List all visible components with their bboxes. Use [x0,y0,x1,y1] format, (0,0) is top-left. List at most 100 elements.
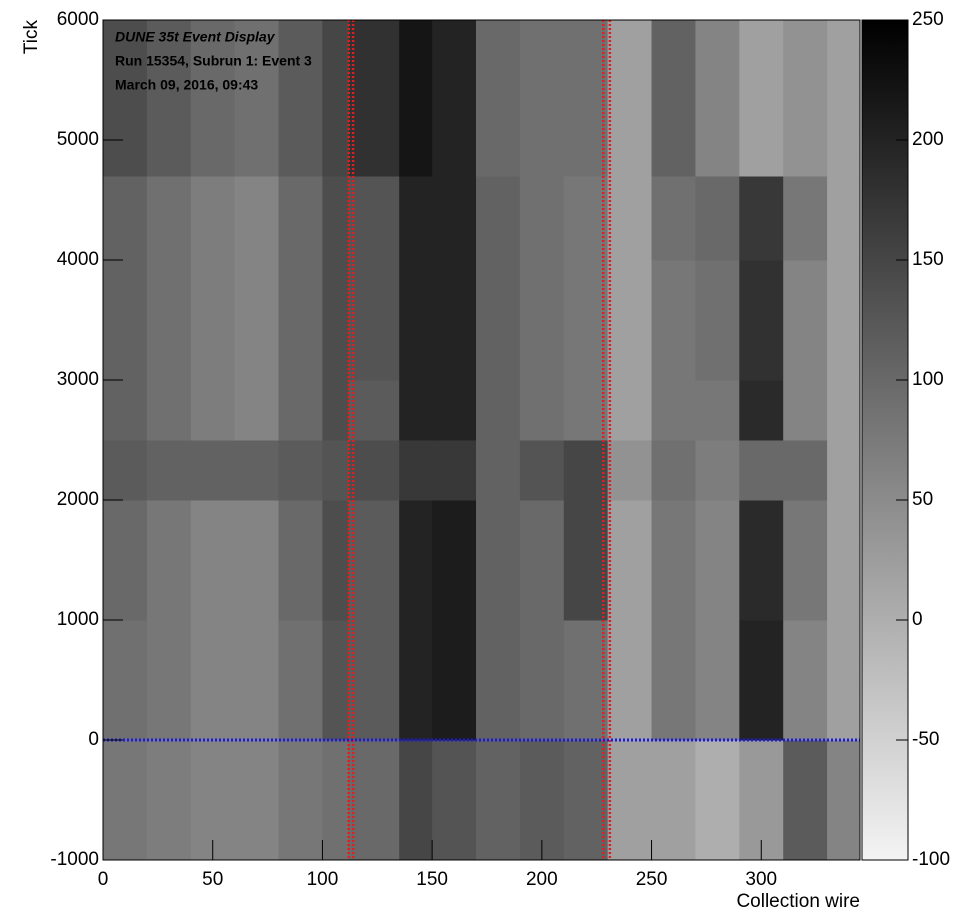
heatmap-cell [563,20,609,177]
heatmap-cell [278,260,323,381]
heatmap-cell [563,260,609,381]
heatmap-cell [827,176,861,261]
heatmap-cell [190,176,236,261]
x-tick-label: 150 [416,869,448,890]
heatmap-cell [695,380,740,441]
heatmap-cell [146,176,192,261]
heatmap-cell [234,20,280,177]
heatmap-cell [651,176,696,261]
heatmap-cell [348,176,400,261]
heatmap-cell [103,20,148,177]
x-axis-label: Collection wire [736,891,860,912]
heatmap-cell [348,620,400,741]
heatmap-cell [739,380,784,441]
heatmap-cell [348,260,400,381]
heatmap-cell [783,260,828,381]
heatmap-cell [234,740,280,861]
heatmap-cell [234,620,280,741]
heatmap-cell [190,620,236,741]
z-tick-label: 200 [912,129,944,150]
heatmap-cell [695,500,740,621]
heatmap-cell [348,500,400,621]
heatmap-cell [651,20,696,177]
heatmap-cell [783,176,828,261]
heatmap-cell [651,260,696,381]
heatmap-cell [278,500,323,621]
x-tick-label: 300 [745,869,777,890]
heatmap-cell [695,260,740,381]
z-tick-label: 250 [912,9,944,30]
heatmap-cell [476,500,521,621]
y-tick-label: 4000 [57,249,99,270]
z-tick-label: -100 [912,849,950,870]
heatmap-cell [103,176,148,261]
y-tick-label: 2000 [57,489,99,510]
heatmap-cell [348,380,400,441]
heatmap-cell [739,620,784,741]
annotation: DUNE 35t Event Display [115,29,276,45]
heatmap-cell [322,740,350,861]
heatmap-cell [399,176,433,261]
heatmap-cell [783,20,828,177]
heatmap-cell [651,620,696,741]
heatmap-cell [739,260,784,381]
heatmap-cell [563,740,609,861]
x-tick-label: 200 [526,869,558,890]
heatmap-cell [348,740,400,861]
heatmap-cell [519,440,565,501]
heatmap-cell [432,500,477,621]
z-tick-label: 100 [912,369,944,390]
heatmap-cell [827,620,861,741]
heatmap-cell [476,260,521,381]
heatmap-cell [651,380,696,441]
heatmap-cell [783,620,828,741]
heatmap-cell [146,740,192,861]
heatmap-cell [103,260,148,381]
heatmap-cell [827,380,861,441]
heatmap-cell [190,500,236,621]
heatmap-cell [103,620,148,741]
y-tick-label: 6000 [57,9,99,30]
annotation: Run 15354, Subrun 1: Event 3 [115,53,312,69]
heatmap-cell [432,440,477,501]
heatmap-cell [476,620,521,741]
heatmap-cell [348,20,400,177]
heatmap-cell [399,620,433,741]
z-tick-label: 0 [912,609,923,630]
heatmap-cell [399,500,433,621]
heatmap-cell [783,740,828,861]
heatmap-cell [103,740,148,861]
heatmap-cell [190,440,236,501]
heatmap-cell [399,380,433,441]
heatmap-cell [322,176,350,261]
heatmap-cell [146,380,192,441]
color-bar [861,19,909,861]
heatmap-cell [234,260,280,381]
heatmap-cell [103,440,148,501]
heatmap-cell [476,740,521,861]
heatmap-cell [519,176,565,261]
heatmap-cell [783,380,828,441]
heatmap-cell [476,20,521,177]
heatmap-cell [827,740,861,861]
heatmap-cell [739,176,784,261]
heatmap-cell [234,440,280,501]
y-tick-label: 0 [88,729,99,750]
heatmap-cell [695,176,740,261]
y-tick-label: 3000 [57,369,99,390]
heatmap-cell [783,500,828,621]
heatmap-cell [607,260,653,381]
heatmap-cell [739,20,784,177]
heatmap-cell [234,176,280,261]
heatmap-cell [432,380,477,441]
heatmap-cell [146,440,192,501]
y-tick-label: -1000 [50,849,99,870]
heatmap-cell [322,440,350,501]
heatmap-cell [651,500,696,621]
y-tick-label: 1000 [57,609,99,630]
annotation: March 09, 2016, 09:43 [115,77,258,93]
y-tick-label: 5000 [57,129,99,150]
heatmap-cell [783,440,828,501]
x-tick-label: 50 [202,869,223,890]
heatmap-cell [278,620,323,741]
